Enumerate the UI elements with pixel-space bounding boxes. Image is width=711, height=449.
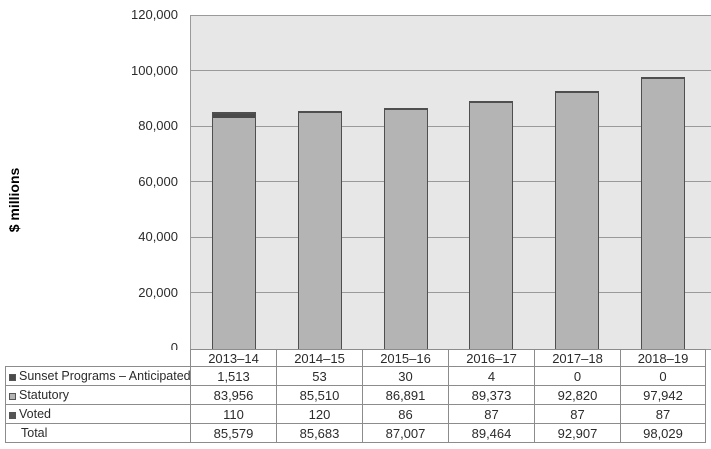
table-cell-value: 86: [362, 404, 449, 424]
bar-2013-14: [212, 112, 256, 349]
table-row-label: Voted: [5, 404, 191, 424]
table-header-year: 2016–17: [448, 349, 535, 367]
table-cell-value: 87: [534, 404, 621, 424]
table-total-value: 92,907: [534, 423, 621, 443]
table-cell-value: 97,942: [620, 385, 706, 405]
table-cell-value: 86,891: [362, 385, 449, 405]
table-row-label: Statutory: [5, 385, 191, 405]
bar-2016-17: [469, 101, 513, 349]
table-header-year: 2014–15: [276, 349, 363, 367]
table-header-year: 2015–16: [362, 349, 449, 367]
table-total-value: 89,464: [448, 423, 535, 443]
table-header-year: 2013–14: [190, 349, 277, 367]
table-row-label: Sunset Programs – Anticipated: [5, 366, 191, 386]
table-total-value: 98,029: [620, 423, 706, 443]
y-axis-tick-labels: 0 20,000 40,000 60,000 80,000 100,000 120,000: [0, 7, 178, 355]
gridline: [191, 181, 711, 182]
bar-2014-15: [298, 111, 342, 349]
y-tick-label: 120,000: [131, 7, 178, 22]
y-tick-label: 80,000: [138, 118, 178, 133]
bar-segment-sunset: [213, 114, 255, 118]
y-tick-label: 0: [170, 340, 178, 355]
legend-swatch-icon: [9, 412, 16, 419]
table-cell-value: 83,956: [190, 385, 277, 405]
table-header-year: 2018–19: [620, 349, 706, 367]
table-cell-value: 89,373: [448, 385, 535, 405]
table-total-label: Total: [5, 423, 191, 443]
table-total-value: 87,007: [362, 423, 449, 443]
table-total-value: 85,683: [276, 423, 363, 443]
y-tick-label: 60,000: [138, 173, 178, 189]
bar-2015-16: [384, 108, 428, 349]
y-tick-label: 20,000: [138, 284, 178, 300]
gridline: [191, 292, 711, 293]
bar-2018-19: [641, 77, 685, 349]
table-cell-value: 0: [534, 366, 621, 386]
bar-2017-18: [555, 91, 599, 349]
table-cell-value: 87: [620, 404, 706, 424]
table-cell-value: 92,820: [534, 385, 621, 405]
gridline: [191, 126, 711, 127]
table-cell-value: 4: [448, 366, 535, 386]
table-total-value: 85,579: [190, 423, 277, 443]
table-cell-value: 1,513: [190, 366, 277, 386]
table-cell-value: 120: [276, 404, 363, 424]
table-cell-value: 0: [620, 366, 706, 386]
table-cell-value: 53: [276, 366, 363, 386]
table-cell-value: 85,510: [276, 385, 363, 405]
gridline: [191, 70, 711, 71]
y-tick-label: 40,000: [138, 229, 178, 244]
gridline: [191, 237, 711, 238]
plot-area: [190, 15, 711, 350]
table-cell-value: 30: [362, 366, 449, 386]
table-corner-blank: [5, 349, 191, 367]
legend-swatch-icon: [9, 393, 16, 400]
data-table: 2013–14 2014–15 2015–16 2016–17 2017–18 2018–…: [5, 349, 706, 443]
table-cell-value: 87: [448, 404, 535, 424]
y-tick-label: 100,000: [131, 62, 178, 78]
table-header-year: 2017–18: [534, 349, 621, 367]
legend-swatch-icon: [9, 374, 16, 381]
table-cell-value: 110: [190, 404, 277, 424]
